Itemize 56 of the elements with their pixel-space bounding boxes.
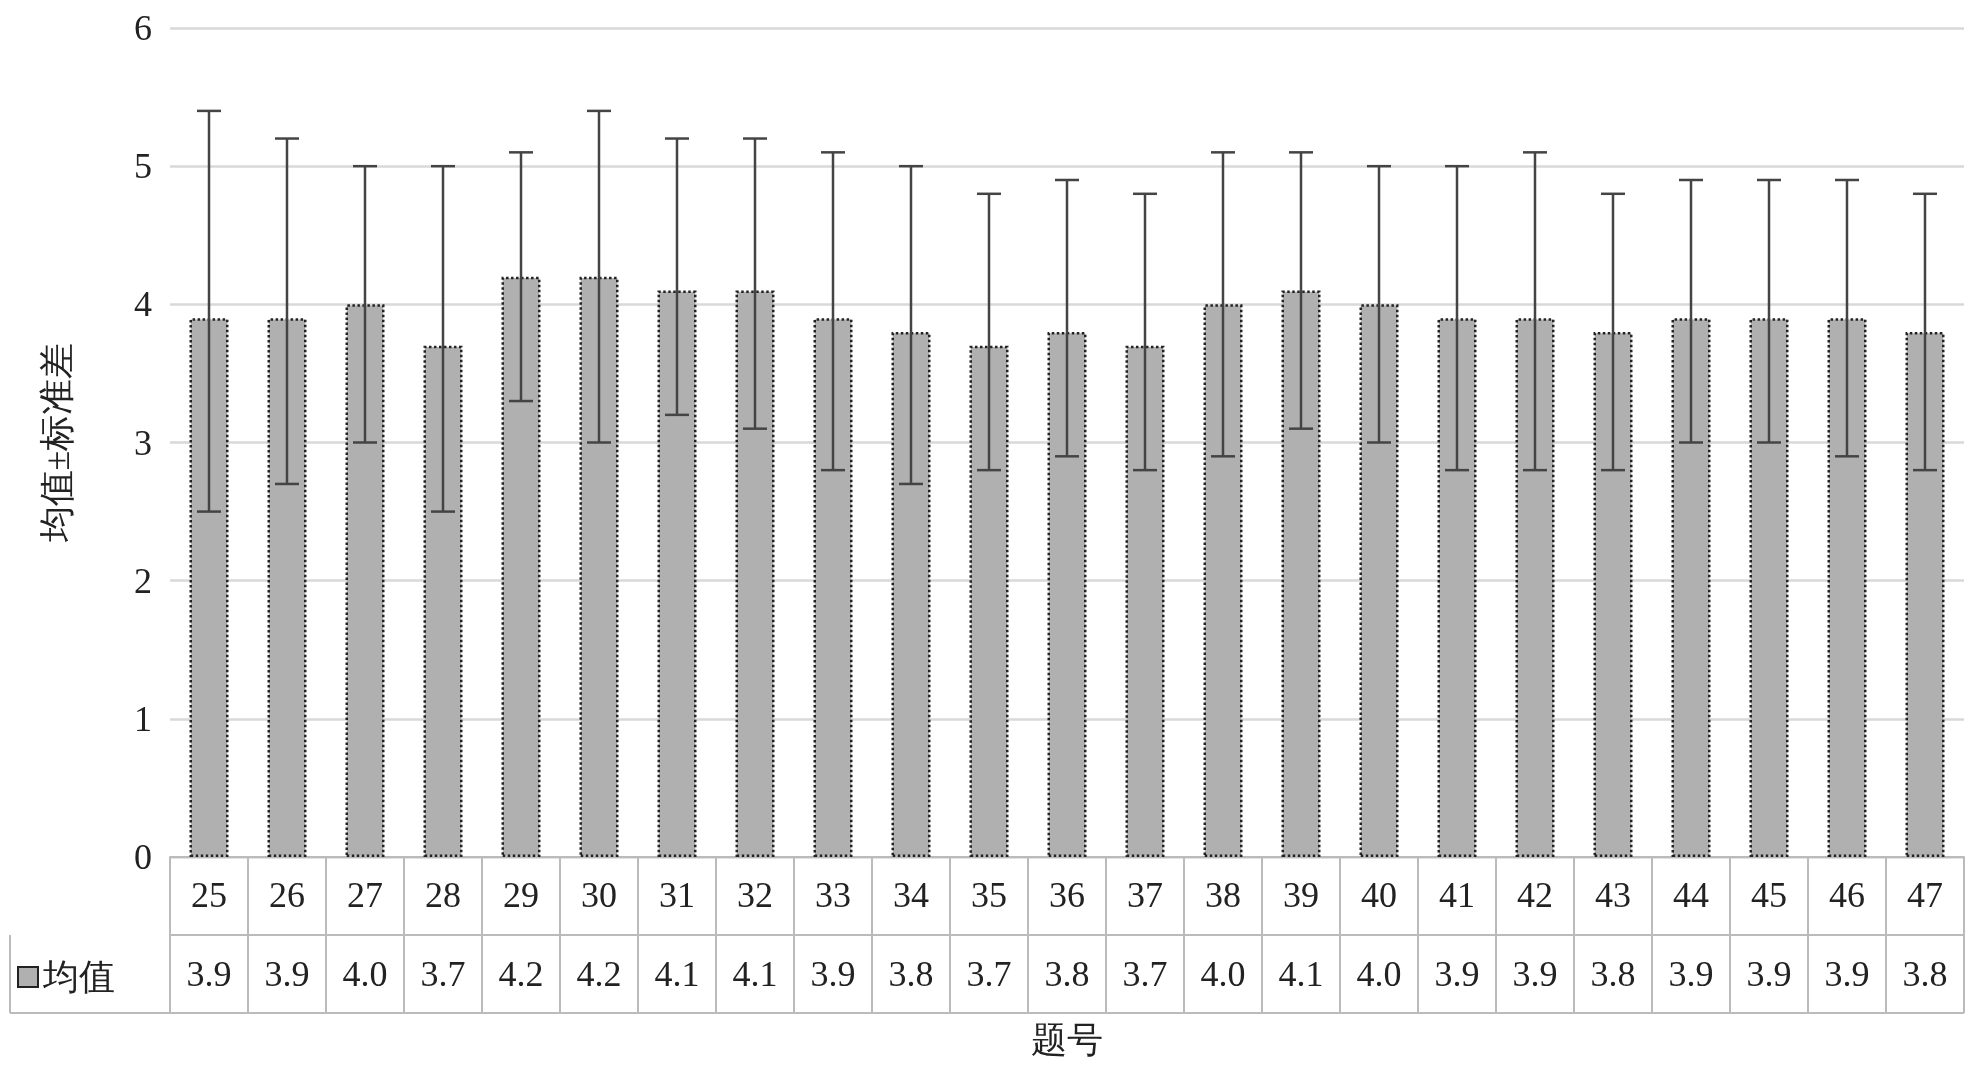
y-tick-label: 3 bbox=[134, 422, 152, 463]
x-tick-label: 38 bbox=[1205, 875, 1241, 915]
x-tick-label: 39 bbox=[1283, 875, 1319, 915]
data-label: 3.9 bbox=[1668, 954, 1714, 994]
data-label: 3.8 bbox=[1590, 954, 1636, 994]
x-tick-label: 36 bbox=[1049, 875, 1085, 915]
data-label: 4.0 bbox=[1200, 954, 1246, 994]
x-tick-label: 26 bbox=[269, 875, 305, 915]
x-tick-label: 29 bbox=[503, 875, 539, 915]
x-tick-label: 43 bbox=[1595, 875, 1631, 915]
data-label: 4.2 bbox=[576, 954, 622, 994]
data-label: 4.0 bbox=[1356, 954, 1402, 994]
x-tick-label: 28 bbox=[425, 875, 461, 915]
data-label: 3.9 bbox=[1434, 954, 1480, 994]
x-tick-label: 47 bbox=[1907, 875, 1943, 915]
data-label: 3.9 bbox=[1824, 954, 1870, 994]
data-label: 4.0 bbox=[342, 954, 388, 994]
data-label: 4.2 bbox=[498, 954, 544, 994]
x-tick-label: 30 bbox=[581, 875, 617, 915]
x-tick-label: 45 bbox=[1751, 875, 1787, 915]
x-tick-label: 42 bbox=[1517, 875, 1553, 915]
x-tick-label: 37 bbox=[1127, 875, 1163, 915]
x-tick-label: 46 bbox=[1829, 875, 1865, 915]
data-label: 3.7 bbox=[1122, 954, 1168, 994]
x-tick-label: 41 bbox=[1439, 875, 1475, 915]
data-label: 4.1 bbox=[654, 954, 700, 994]
x-tick-label: 44 bbox=[1673, 875, 1709, 915]
y-tick-label: 0 bbox=[134, 837, 152, 877]
x-axis-title: 题号 bbox=[1031, 1020, 1103, 1060]
y-tick-label: 4 bbox=[134, 284, 152, 325]
y-tick-label: 5 bbox=[134, 146, 152, 187]
x-tick-label: 40 bbox=[1361, 875, 1397, 915]
data-label: 3.9 bbox=[810, 954, 856, 994]
x-tick-label: 31 bbox=[659, 875, 695, 915]
x-tick-label: 33 bbox=[815, 875, 851, 915]
y-tick-label: 2 bbox=[134, 560, 152, 601]
legend-label: 均值 bbox=[42, 957, 115, 997]
data-label: 3.9 bbox=[186, 954, 232, 994]
data-label: 4.1 bbox=[1278, 954, 1324, 994]
x-tick-label: 34 bbox=[893, 875, 929, 915]
y-tick-label: 6 bbox=[134, 8, 152, 48]
data-label: 3.7 bbox=[966, 954, 1012, 994]
x-tick-label: 35 bbox=[971, 875, 1007, 915]
y-tick-label: 1 bbox=[134, 698, 152, 739]
y-axis-title: 均值±标准差 bbox=[37, 342, 77, 544]
data-label: 3.7 bbox=[420, 954, 466, 994]
data-label: 3.9 bbox=[264, 954, 310, 994]
data-label: 3.8 bbox=[1902, 954, 1948, 994]
data-label: 3.8 bbox=[1044, 954, 1090, 994]
data-label: 4.1 bbox=[732, 954, 778, 994]
x-tick-label: 32 bbox=[737, 875, 773, 915]
x-tick-label: 27 bbox=[347, 875, 383, 915]
data-label: 3.8 bbox=[888, 954, 934, 994]
x-tick-label: 25 bbox=[191, 875, 227, 915]
data-label: 3.9 bbox=[1746, 954, 1792, 994]
data-label: 3.9 bbox=[1512, 954, 1558, 994]
